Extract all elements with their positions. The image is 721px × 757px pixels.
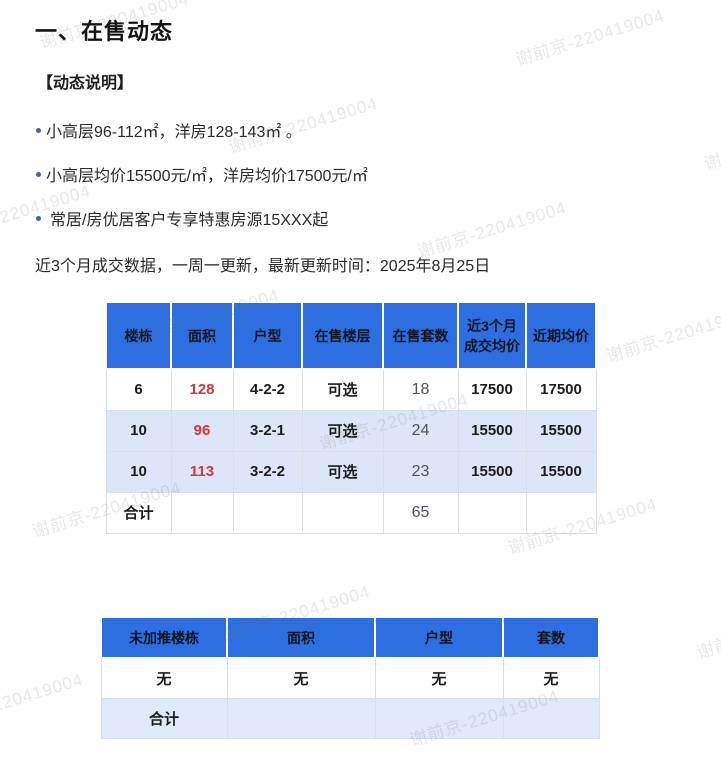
bullet-dot-icon (36, 127, 41, 133)
header-area: 面积 (170, 301, 234, 370)
cell-pending-area: 无 (226, 657, 376, 699)
cell-floors: 可选 (301, 450, 384, 493)
cell-units: 18 (382, 368, 459, 411)
update-note: 近3个月成交数据，一周一更新，最新更新时间：2025年8月25日 (35, 258, 491, 275)
header-recent-avg: 近期均价 (525, 301, 597, 370)
header-building: 楼栋 (105, 301, 172, 370)
sales-table: 楼栋 面积 户型 在售楼层 在售套数 近3个月 成交均价 近期均价 6 128 … (105, 301, 597, 534)
bullet-dot-icon (36, 215, 41, 221)
cell-floors: 可选 (301, 409, 384, 452)
table-row: 10 113 3-2-2 可选 23 15500 15500 (105, 450, 597, 493)
table-cell-empty (232, 491, 303, 534)
cell-building: 6 (105, 368, 172, 411)
bullet-item: 常居/房优居客户专享特惠房源15XXX起 (36, 206, 328, 230)
cell-area: 96 (170, 409, 234, 452)
header-floors: 在售楼层 (301, 301, 384, 370)
header-pending-building: 未加推楼栋 (100, 616, 228, 659)
table-cell-empty (525, 491, 597, 534)
pending-header-row: 未加推楼栋 面积 户型 套数 (100, 616, 600, 659)
header-pending-area: 面积 (226, 616, 376, 659)
bullet-item: 小高层96-112㎡，洋房128-143㎡ 。 (36, 118, 302, 142)
table-cell-empty (502, 697, 600, 739)
total-row: 合计 65 (105, 491, 597, 534)
cell-units: 24 (382, 409, 459, 452)
cell-deal-avg: 17500 (457, 368, 527, 411)
bullet-text: 小高层均价15500元/㎡，洋房均价17500元/㎡ (46, 168, 368, 185)
header-pending-layout: 户型 (374, 616, 504, 659)
section-label: 【动态说明】 (37, 75, 134, 92)
watermark-text: 谢前京-220419004 (702, 110, 721, 174)
watermark-text: 谢前京-220419004 (513, 5, 667, 70)
watermark-text: 谢前京-220419004 (0, 669, 86, 734)
header-deal-avg: 近3个月 成交均价 (457, 301, 527, 370)
cell-total-units: 65 (382, 491, 459, 534)
table-row: 10 96 3-2-1 可选 24 15500 15500 (105, 409, 597, 452)
cell-recent-avg: 15500 (525, 450, 597, 493)
watermark-text: 谢前京-220419004 (694, 598, 721, 663)
table-cell-empty (457, 491, 527, 534)
cell-floors: 可选 (301, 368, 384, 411)
table-cell-empty (301, 491, 384, 534)
cell-area: 128 (170, 368, 234, 411)
cell-total-label: 合计 (105, 491, 172, 534)
table-cell-empty (374, 697, 504, 739)
bullet-item: 小高层均价15500元/㎡，洋房均价17500元/㎡ (36, 162, 368, 186)
cell-recent-avg: 17500 (525, 368, 597, 411)
bullet-dot-icon (36, 171, 41, 177)
table-row: 无 无 无 无 (100, 657, 600, 699)
cell-pending-units: 无 (502, 657, 600, 699)
cell-units: 23 (382, 450, 459, 493)
page-title: 一、在售动态 (35, 19, 174, 44)
cell-deal-avg: 15500 (457, 409, 527, 452)
table-cell-empty (170, 491, 234, 534)
cell-building: 10 (105, 409, 172, 452)
cell-area: 113 (170, 450, 234, 493)
cell-pending-layout: 无 (374, 657, 504, 699)
header-pending-units: 套数 (502, 616, 600, 659)
cell-deal-avg: 15500 (457, 450, 527, 493)
cell-layout: 3-2-2 (232, 450, 303, 493)
cell-pending-building: 无 (100, 657, 228, 699)
bullet-text: 常居/房优居客户专享特惠房源15XXX起 (50, 212, 329, 229)
cell-total-label: 合计 (100, 697, 228, 739)
watermark-text: 谢前京-220419004 (603, 302, 721, 366)
sales-header-row: 楼栋 面积 户型 在售楼层 在售套数 近3个月 成交均价 近期均价 (105, 301, 597, 370)
cell-recent-avg: 15500 (525, 409, 597, 452)
pending-table: 未加推楼栋 面积 户型 套数 无 无 无 无 合计 (100, 616, 600, 739)
cell-layout: 4-2-2 (232, 368, 303, 411)
bullet-text: 小高层96-112㎡，洋房128-143㎡ 。 (46, 124, 302, 141)
total-row: 合计 (100, 697, 600, 739)
table-row: 6 128 4-2-2 可选 18 17500 17500 (105, 368, 597, 411)
table-cell-empty (226, 697, 376, 739)
header-layout: 户型 (232, 301, 303, 370)
header-units: 在售套数 (382, 301, 459, 370)
cell-layout: 3-2-1 (232, 409, 303, 452)
cell-building: 10 (105, 450, 172, 493)
